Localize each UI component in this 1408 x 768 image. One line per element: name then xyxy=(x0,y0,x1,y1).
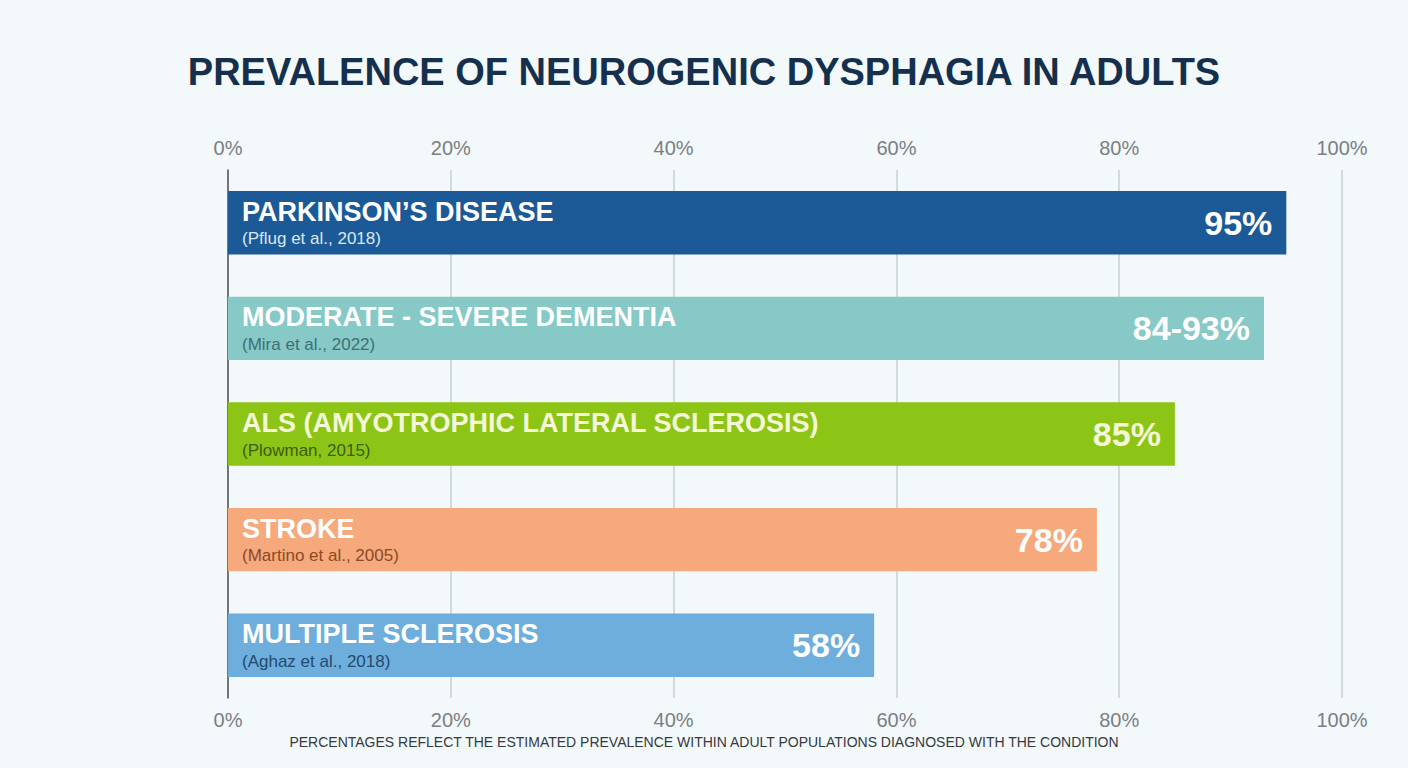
svg-text:60%: 60% xyxy=(876,709,916,731)
svg-text:PARKINSON’S DISEASE: PARKINSON’S DISEASE xyxy=(242,197,554,227)
svg-text:0%: 0% xyxy=(214,709,243,731)
svg-text:PREVALENCE OF NEUROGENIC DYSPH: PREVALENCE OF NEUROGENIC DYSPHAGIA IN AD… xyxy=(188,51,1220,93)
svg-text:80%: 80% xyxy=(1099,709,1139,731)
svg-text:80%: 80% xyxy=(1099,137,1139,159)
svg-text:20%: 20% xyxy=(431,709,471,731)
svg-text:(Pflug et al., 2018): (Pflug et al., 2018) xyxy=(242,229,381,248)
svg-text:20%: 20% xyxy=(431,137,471,159)
svg-text:0%: 0% xyxy=(214,137,243,159)
svg-text:ALS (AMYOTROPHIC LATERAL SCLER: ALS (AMYOTROPHIC LATERAL SCLEROSIS) xyxy=(242,408,819,438)
svg-text:PERCENTAGES REFLECT THE ESTIMA: PERCENTAGES REFLECT THE ESTIMATED PREVAL… xyxy=(289,734,1118,750)
svg-text:85%: 85% xyxy=(1093,415,1161,453)
svg-text:(Martino et al., 2005): (Martino et al., 2005) xyxy=(242,546,399,565)
svg-text:84-93%: 84-93% xyxy=(1133,309,1250,347)
svg-text:58%: 58% xyxy=(792,626,860,664)
svg-text:60%: 60% xyxy=(876,137,916,159)
svg-text:(Plowman, 2015): (Plowman, 2015) xyxy=(242,441,371,460)
svg-text:STROKE: STROKE xyxy=(242,514,355,544)
svg-text:78%: 78% xyxy=(1015,521,1083,559)
svg-text:MULTIPLE SCLEROSIS: MULTIPLE SCLEROSIS xyxy=(242,619,539,649)
svg-text:40%: 40% xyxy=(654,137,694,159)
svg-text:(Aghaz et al., 2018): (Aghaz et al., 2018) xyxy=(242,652,390,671)
svg-text:100%: 100% xyxy=(1316,137,1367,159)
svg-text:MODERATE - SEVERE DEMENTIA: MODERATE - SEVERE DEMENTIA xyxy=(242,302,677,332)
svg-text:(Mira et al., 2022): (Mira et al., 2022) xyxy=(242,335,375,354)
svg-text:100%: 100% xyxy=(1316,709,1367,731)
svg-text:95%: 95% xyxy=(1204,204,1272,242)
svg-text:40%: 40% xyxy=(654,709,694,731)
